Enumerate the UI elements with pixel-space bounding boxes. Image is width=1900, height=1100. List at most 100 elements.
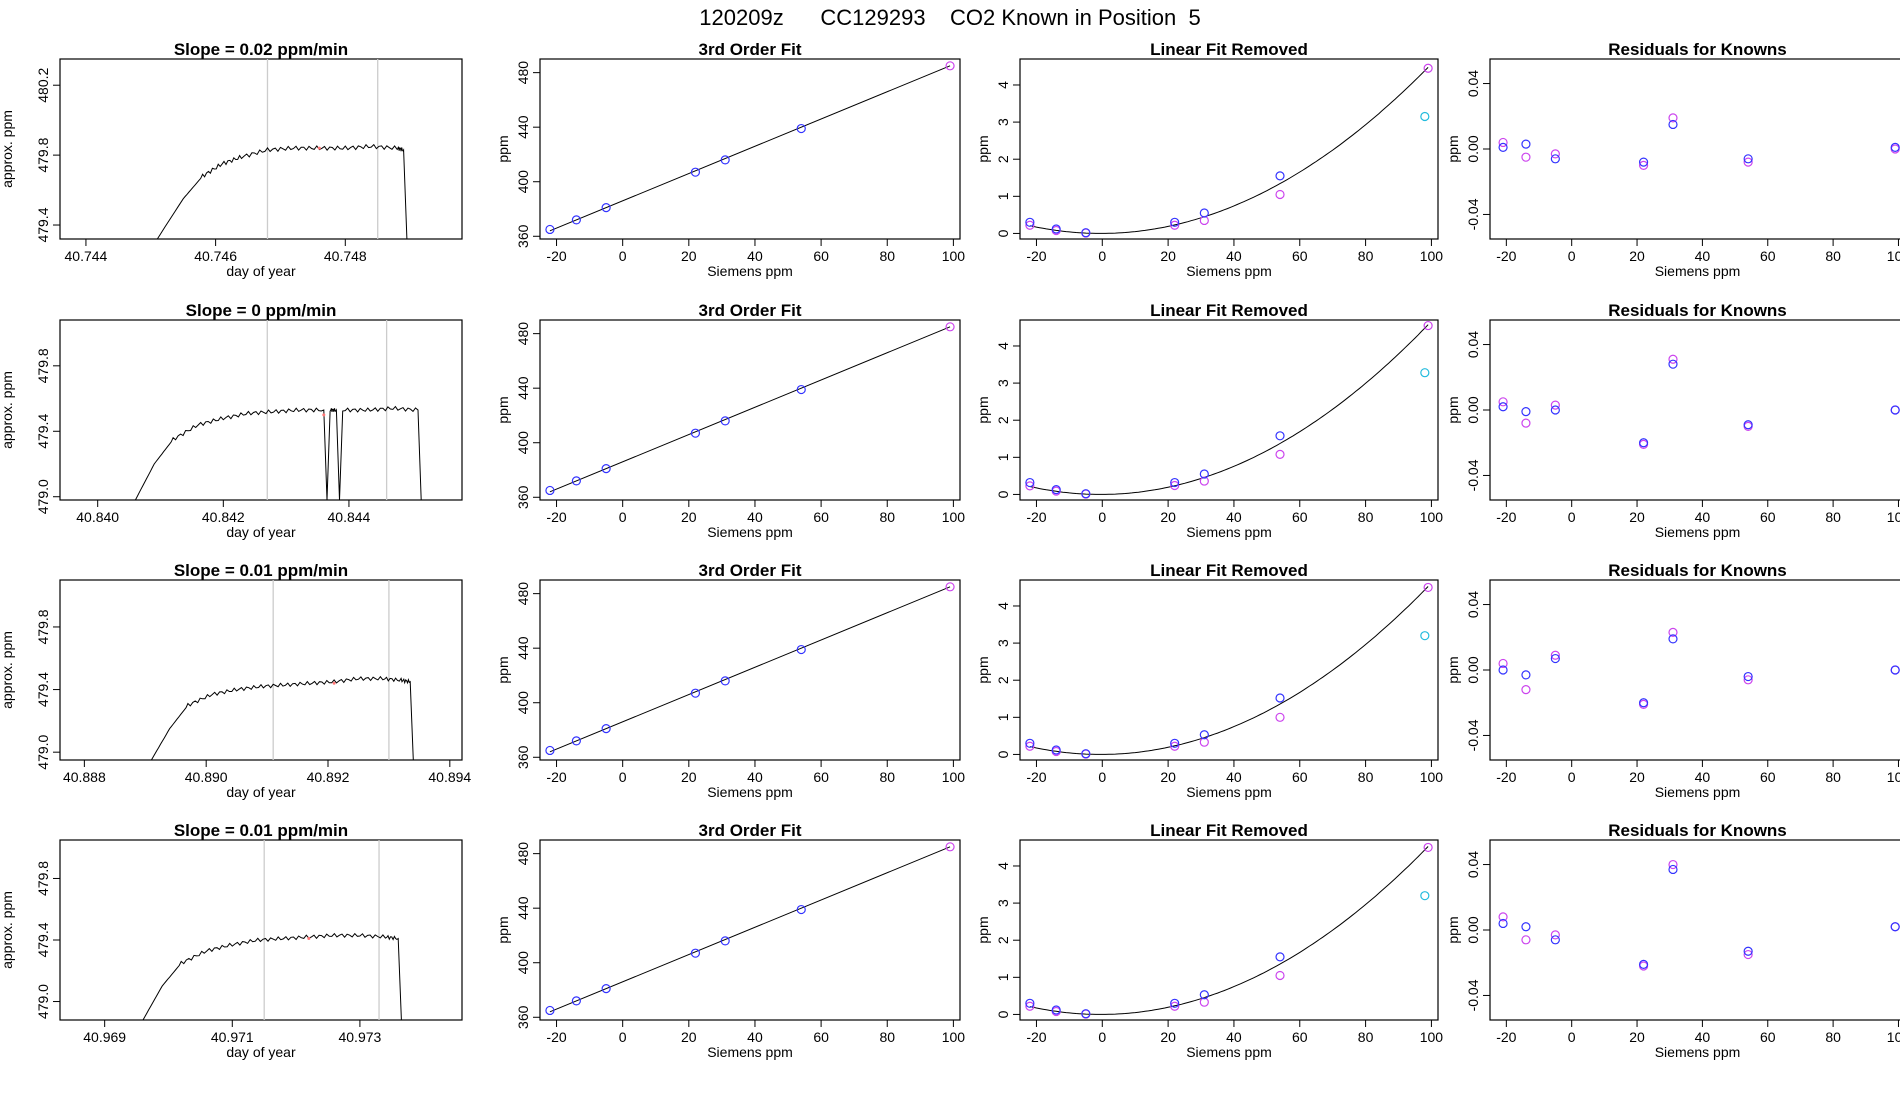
blue-point <box>1199 208 1209 218</box>
y-tick-label: 480 <box>515 322 531 346</box>
plot-area <box>134 320 422 500</box>
fit-line <box>549 846 951 1013</box>
magenta-point <box>1423 63 1433 73</box>
magenta-point <box>1170 741 1180 751</box>
x-tick-label: 40 <box>1695 509 1711 525</box>
x-tick-label: 60 <box>813 248 829 264</box>
panel-title: 3rd Order Fit <box>699 301 802 320</box>
panel-title: Residuals for Knowns <box>1608 301 1787 320</box>
x-tick-label: 0 <box>619 769 627 785</box>
x-tick-label: 0 <box>1098 1029 1106 1045</box>
y-tick-label: 400 <box>515 951 531 975</box>
y-axis-label: ppm <box>975 656 991 683</box>
blue-point <box>571 996 581 1006</box>
concentration-trace <box>150 675 414 760</box>
magenta-point <box>1498 912 1508 922</box>
x-axis-label: Siemens ppm <box>1186 1044 1272 1060</box>
panel-r3-c4: Residuals for Knowns -20 0 20 40 60 80 100 -0.04… <box>1445 561 1900 800</box>
blue-point <box>1199 469 1209 479</box>
panel-r2-c3: Linear Fit Removed -20 0 20 40 60 80 100 0 1 2 3 4 Si… <box>975 301 1443 540</box>
y-tick-label: 479.8 <box>35 137 51 172</box>
y-tick-label: -0.04 <box>1465 459 1481 491</box>
blue-point <box>720 155 730 165</box>
blue-point <box>1081 749 1091 759</box>
x-tick-label: -20 <box>1026 509 1046 525</box>
blue-point <box>1890 665 1900 675</box>
fit-line <box>549 586 951 753</box>
blue-point <box>1743 946 1753 956</box>
x-tick-label: -20 <box>1496 769 1516 785</box>
plot-area <box>1025 63 1433 238</box>
panel-title: 3rd Order Fit <box>699 40 802 59</box>
x-tick-label: 20 <box>681 769 697 785</box>
y-tick-label: 360 <box>515 485 531 509</box>
y-tick-label: 1 <box>995 713 1011 721</box>
blue-point <box>796 384 806 395</box>
y-tick-label: 2 <box>995 676 1011 684</box>
magenta-point <box>1025 741 1035 751</box>
magenta-point <box>1275 970 1285 981</box>
x-axis-label: Siemens ppm <box>1655 263 1741 279</box>
x-tick-label: 60 <box>1292 248 1308 264</box>
blue-point <box>1051 1005 1061 1015</box>
x-axis-label: day of year <box>226 263 296 279</box>
y-tick-label: 479.8 <box>35 861 51 896</box>
x-tick-label: 40 <box>1226 769 1242 785</box>
magenta-point <box>1638 160 1649 170</box>
blue-point <box>1638 438 1649 448</box>
plot-area <box>1498 859 1900 971</box>
y-tick-label: 479.4 <box>35 207 51 242</box>
x-tick-label: 80 <box>1358 769 1374 785</box>
x-tick-label: 80 <box>879 769 895 785</box>
x-tick-label: 100 <box>942 1029 966 1045</box>
mean-marker-point <box>307 936 311 940</box>
x-tick-label: 40 <box>747 1029 763 1045</box>
y-axis-label: ppm <box>495 135 511 162</box>
y-tick-label: 0.04 <box>1465 70 1481 97</box>
magenta-point <box>1170 480 1180 491</box>
y-tick-label: 400 <box>515 431 531 455</box>
x-tick-label: -20 <box>546 248 566 264</box>
magenta-point <box>1498 397 1508 407</box>
magenta-point <box>1170 220 1180 230</box>
plot-frame <box>1489 58 1900 240</box>
mean-marker-point <box>322 413 326 417</box>
x-tick-label: 40.969 <box>83 1029 126 1045</box>
x-tick-label: 60 <box>1292 509 1308 525</box>
magenta-point <box>1743 157 1753 167</box>
y-tick-label: 0.04 <box>1465 851 1481 878</box>
y-axis-label: ppm <box>495 916 511 943</box>
x-axis-label: Siemens ppm <box>707 1044 793 1060</box>
y-tick-label: 479.8 <box>35 348 51 383</box>
plot-area <box>156 59 408 239</box>
plot-frame <box>59 579 463 761</box>
x-tick-label: 100 <box>1420 248 1444 264</box>
blue-point <box>1550 935 1560 945</box>
x-tick-label: 80 <box>1825 1029 1841 1045</box>
x-tick-label: 20 <box>1629 248 1645 264</box>
y-axis-label: ppm <box>975 916 991 943</box>
blue-point <box>690 428 701 438</box>
y-tick-label: 2 <box>995 936 1011 944</box>
magenta-point <box>1199 476 1209 486</box>
plot-frame <box>1019 58 1439 240</box>
y-axis-label: ppm <box>975 135 991 162</box>
x-tick-label: 40 <box>1226 509 1242 525</box>
plot-area <box>545 582 955 756</box>
y-tick-label: 480 <box>515 582 531 606</box>
panel-r3-c3: Linear Fit Removed -20 0 20 40 60 80 100 0 1 2 3 4 Si… <box>975 561 1443 800</box>
blue-point <box>1550 405 1560 415</box>
blue-point <box>1521 922 1531 932</box>
blue-point <box>690 948 701 958</box>
x-tick-label: 40.744 <box>65 248 108 264</box>
x-axis-label: Siemens ppm <box>1655 524 1741 540</box>
blue-point <box>720 416 730 426</box>
blue-point <box>1170 477 1180 488</box>
magenta-point <box>1550 400 1560 410</box>
x-axis-label: Siemens ppm <box>1186 263 1272 279</box>
magenta-point <box>1199 737 1209 747</box>
blue-point <box>571 476 581 486</box>
magenta-point <box>1743 949 1753 960</box>
mean-marker-point <box>317 146 321 150</box>
